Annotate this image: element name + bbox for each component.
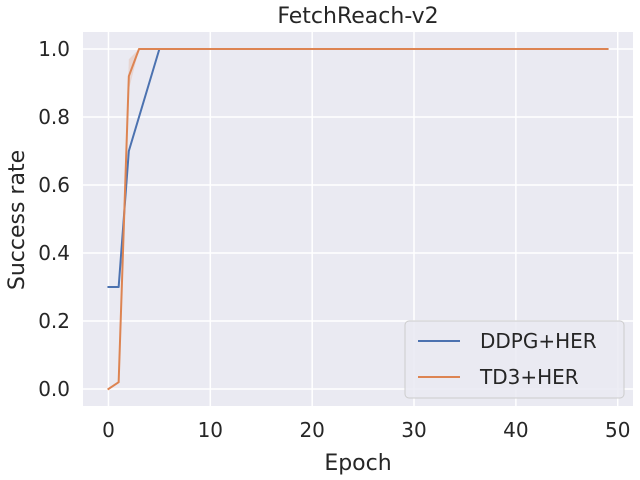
legend: DDPG+HER TD3+HER (404, 320, 625, 399)
y-tick-label: 0.2 (38, 309, 70, 333)
y-tick-labels: 0.0 0.2 0.4 0.6 0.8 1.0 (38, 37, 70, 401)
y-tick-label: 0.4 (38, 241, 70, 265)
series-lines (107, 48, 609, 391)
legend-label-ddpg-her: DDPG+HER (480, 329, 597, 353)
x-tick-labels: 0 10 20 30 40 50 (102, 418, 630, 442)
legend-label-td3-her: TD3+HER (479, 365, 579, 389)
x-tick-label: 10 (198, 418, 223, 442)
x-tick-label: 30 (401, 418, 426, 442)
series-line-1 (107, 48, 609, 391)
y-tick-label: 0.0 (38, 377, 70, 401)
grid (83, 32, 633, 406)
x-tick-label: 0 (102, 418, 115, 442)
x-axis-label: Epoch (324, 451, 391, 476)
x-tick-label: 40 (503, 418, 528, 442)
y-axis-label: Success rate (5, 150, 30, 290)
y-tick-label: 0.6 (38, 173, 70, 197)
x-tick-label: 50 (605, 418, 630, 442)
x-tick-label: 20 (299, 418, 324, 442)
chart-title: FetchReach-v2 (277, 4, 438, 29)
y-tick-label: 1.0 (38, 37, 70, 61)
y-tick-label: 0.8 (38, 105, 70, 129)
